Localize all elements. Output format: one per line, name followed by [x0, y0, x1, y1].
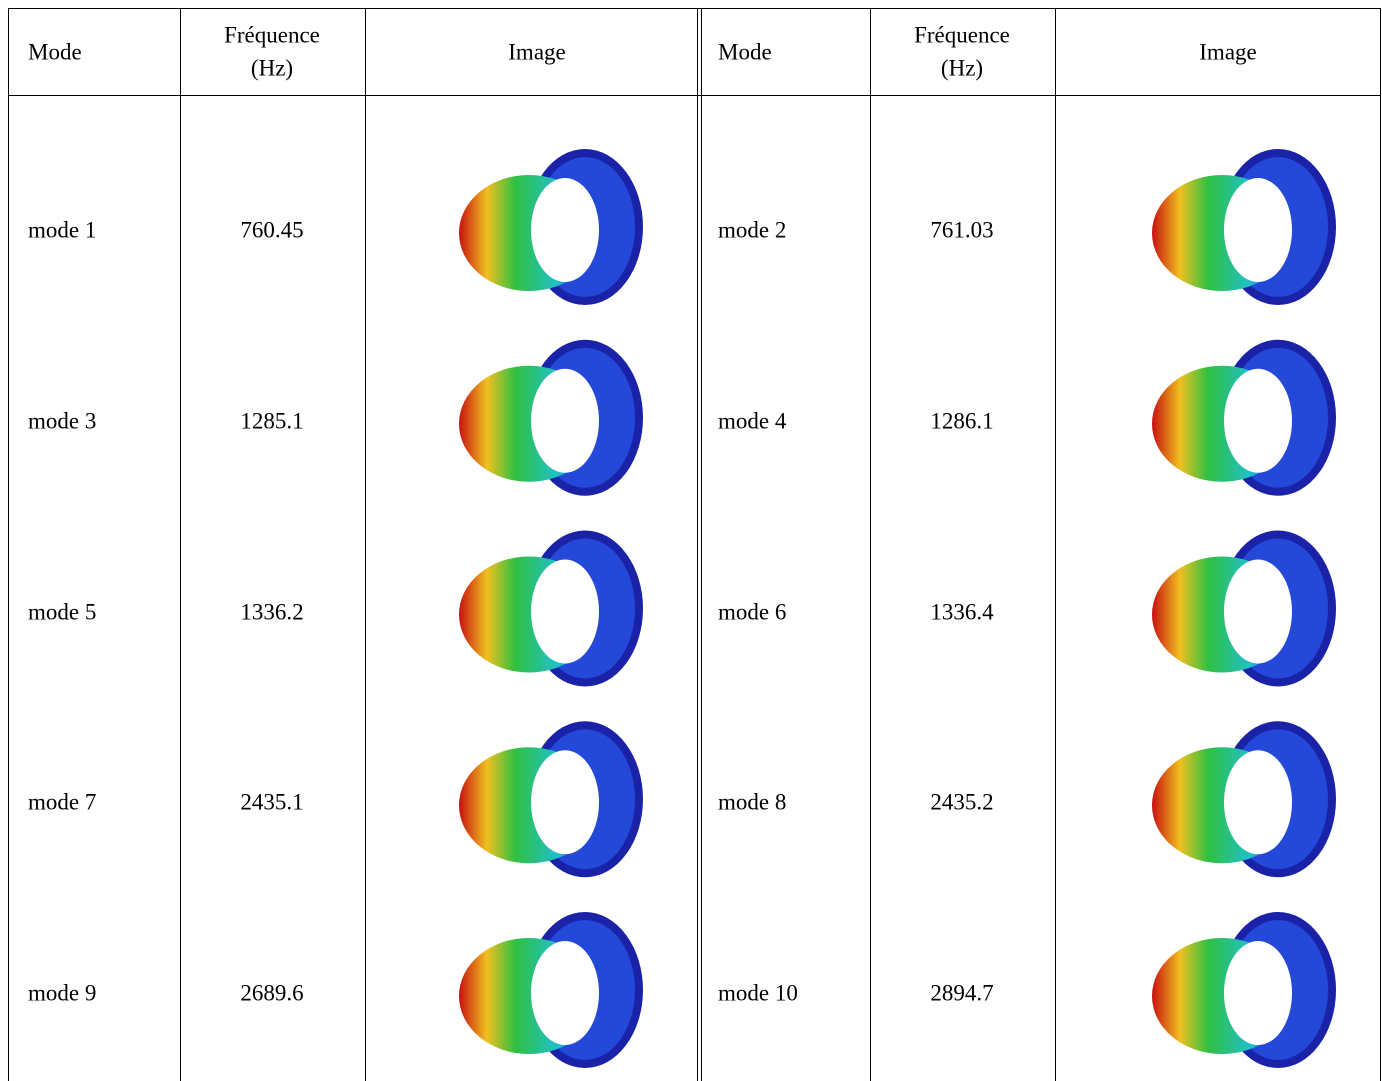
frequency: 1336.4 [930, 598, 994, 624]
frequency: 2435.1 [240, 789, 304, 815]
frequency: 2689.6 [240, 980, 304, 1006]
header-cell: Mode [718, 39, 772, 65]
mode-shape [1224, 750, 1292, 855]
header-cell: Image [1199, 39, 1257, 65]
mode-label: mode 5 [28, 598, 97, 624]
mode-label: mode 1 [28, 217, 97, 243]
mode-shape [531, 368, 599, 473]
frequency: 2894.7 [930, 980, 994, 1006]
mode-shape [1224, 178, 1292, 282]
mode-label: mode 3 [28, 408, 97, 434]
mode-label: mode 4 [718, 408, 787, 434]
frequency: 1285.1 [240, 408, 304, 434]
mode-label: mode 2 [718, 217, 787, 243]
mode-shape [1224, 368, 1292, 473]
frequency: 1286.1 [930, 408, 994, 434]
frequency: 1336.2 [240, 598, 304, 624]
mode-shape [1224, 941, 1292, 1045]
mode-shape [531, 941, 599, 1045]
frequency: 2435.2 [930, 789, 994, 815]
header-cell: Image [508, 39, 566, 65]
header-cell: Mode [28, 39, 82, 65]
mode-shape [1224, 559, 1292, 664]
frequency: 761.03 [930, 217, 994, 243]
mode-label: mode 9 [28, 980, 97, 1006]
frequency: 760.45 [240, 217, 304, 243]
mode-label: mode 6 [718, 598, 787, 624]
mode-shape [531, 178, 599, 282]
mode-shape [531, 559, 599, 664]
header-cell: Fréquence (Hz) [914, 22, 1010, 81]
mode-label: mode 8 [718, 789, 787, 815]
mode-shape [531, 750, 599, 855]
header-cell: Fréquence (Hz) [224, 22, 320, 81]
mode-label: mode 10 [718, 980, 798, 1006]
mode-label: mode 7 [28, 789, 97, 815]
